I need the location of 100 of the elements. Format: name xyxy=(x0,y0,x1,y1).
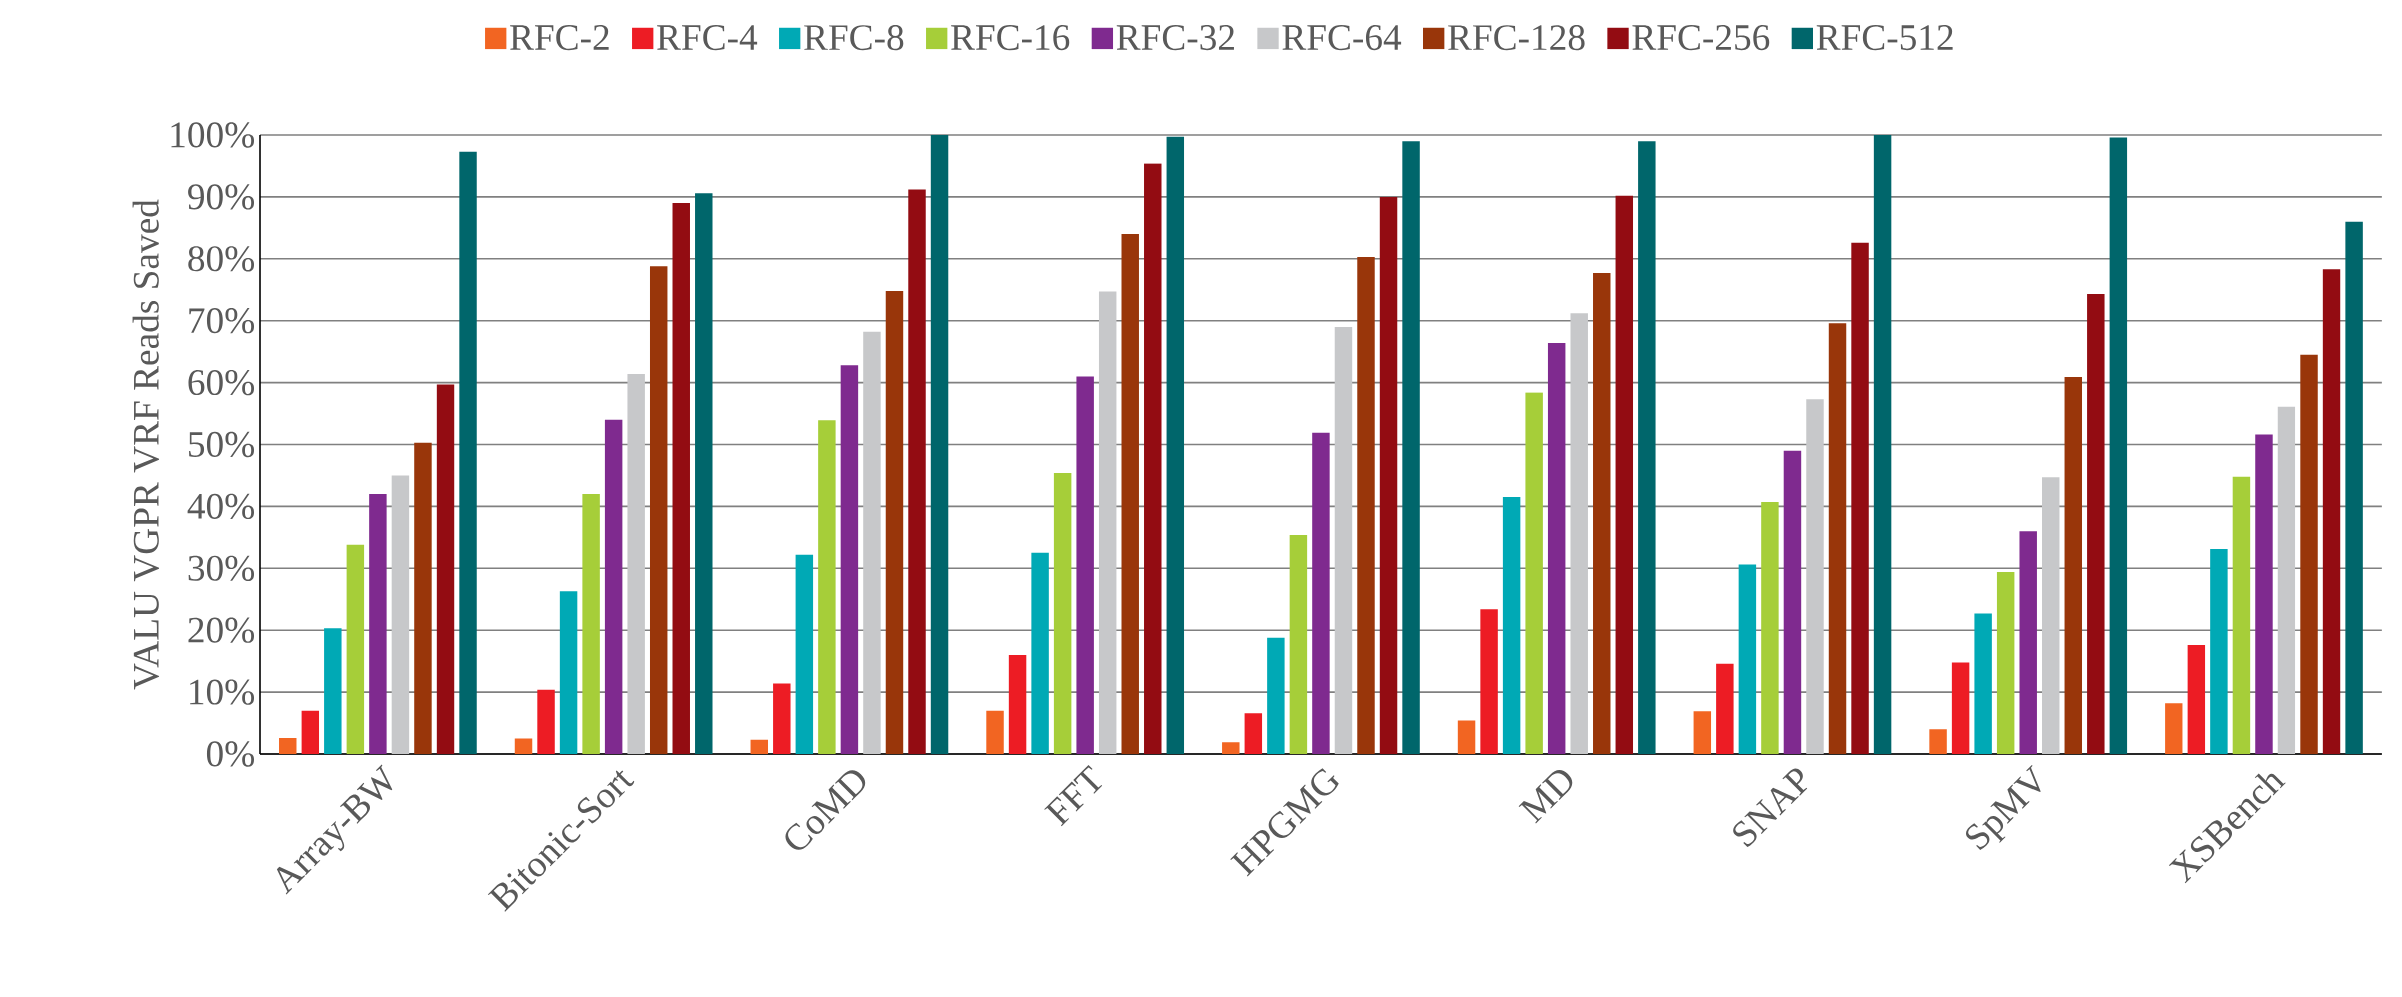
bar xyxy=(2042,477,2060,754)
legend-label: RFC-256 xyxy=(1632,25,1770,51)
bar xyxy=(908,189,926,754)
bar xyxy=(1761,502,1779,754)
bar xyxy=(324,628,342,754)
bar xyxy=(2210,549,2228,754)
bar xyxy=(1951,662,1970,754)
bar xyxy=(2255,434,2273,754)
bar xyxy=(885,290,904,754)
y-tick-label: 90% xyxy=(188,184,255,210)
bar xyxy=(627,373,645,754)
bar xyxy=(840,365,859,754)
y-tick-label: 100% xyxy=(171,122,255,148)
bar xyxy=(1402,141,1420,754)
bar xyxy=(1716,663,1734,754)
bar xyxy=(1267,637,1285,754)
legend-label: RFC-128 xyxy=(1448,25,1585,51)
legend-label: RFC-512 xyxy=(1816,25,1953,51)
y-tick-label: 70% xyxy=(189,308,255,334)
bar xyxy=(1547,342,1566,754)
bar xyxy=(459,151,477,754)
bar xyxy=(2322,269,2341,754)
bar xyxy=(1076,376,1094,754)
bar xyxy=(537,689,555,754)
bar xyxy=(1806,399,1824,754)
legend-label: RFC-8 xyxy=(804,25,904,51)
bar xyxy=(391,475,410,754)
bar xyxy=(1457,720,1476,754)
y-tick-label: 10% xyxy=(190,679,255,705)
bar xyxy=(1525,392,1543,754)
bar xyxy=(1693,711,1712,754)
y-tick-label: 30% xyxy=(188,555,255,581)
y-tick-label: 40% xyxy=(187,493,255,520)
bar xyxy=(695,193,713,754)
bar xyxy=(773,683,791,754)
legend-label: RFC-16 xyxy=(951,25,1070,51)
bar xyxy=(2109,137,2128,754)
bar xyxy=(1873,135,1892,754)
bar xyxy=(2232,476,2251,754)
bar xyxy=(1615,195,1634,754)
bar xyxy=(2064,377,2083,754)
bar xyxy=(1738,564,1757,754)
bar xyxy=(1289,534,1308,754)
legend-label: RFC-2 xyxy=(510,25,609,51)
x-tick-label: FFT xyxy=(1044,764,1103,827)
bar xyxy=(1144,163,1162,754)
y-tick-label: 20% xyxy=(188,617,255,643)
y-tick-label: 0% xyxy=(206,741,255,767)
bar xyxy=(2300,354,2318,754)
bar xyxy=(649,266,668,754)
bar xyxy=(301,710,320,754)
bar xyxy=(1312,432,1330,754)
bar xyxy=(1121,234,1139,754)
bar xyxy=(436,384,455,754)
bar xyxy=(1008,654,1027,754)
bar xyxy=(1638,141,1656,754)
bar xyxy=(2187,645,2206,754)
y-tick-label: 80% xyxy=(188,246,255,272)
bar xyxy=(1851,242,1869,754)
legend-label: RFC-64 xyxy=(1282,25,1402,51)
bar xyxy=(1222,742,1240,754)
bar xyxy=(582,494,600,754)
bar xyxy=(1379,196,1398,754)
bar xyxy=(369,494,387,754)
x-tick-label: MD xyxy=(1518,769,1573,824)
bar xyxy=(1996,572,2015,754)
bar xyxy=(818,420,836,754)
bar xyxy=(346,544,365,754)
bar xyxy=(2165,703,2183,754)
bar xyxy=(279,737,297,754)
bar xyxy=(672,203,690,754)
bar xyxy=(1357,256,1375,754)
bar xyxy=(559,591,578,754)
bar xyxy=(2087,294,2105,754)
bar xyxy=(1480,609,1498,754)
bar xyxy=(930,135,949,754)
bar xyxy=(795,554,814,754)
bar xyxy=(1570,313,1588,754)
bar xyxy=(1593,273,1611,754)
bar xyxy=(1783,450,1802,754)
bar xyxy=(1098,291,1117,754)
bar xyxy=(1828,323,1847,754)
legend-label: RFC-4 xyxy=(657,25,758,51)
y-axis-title: VALU VGPR VRF Reads Saved xyxy=(132,199,160,690)
bar xyxy=(1974,613,1992,754)
bar xyxy=(750,739,769,754)
bar xyxy=(986,710,1004,754)
bar xyxy=(604,419,623,754)
bar xyxy=(514,738,533,754)
bar xyxy=(1502,497,1521,754)
bar xyxy=(414,442,432,754)
y-tick-label: 50% xyxy=(189,431,255,458)
bar xyxy=(1031,552,1049,754)
bar xyxy=(1053,472,1072,754)
bar xyxy=(1334,326,1353,754)
y-tick-label: 60% xyxy=(188,369,255,396)
bar xyxy=(1244,713,1263,754)
bar xyxy=(863,331,881,754)
bar xyxy=(2277,406,2296,754)
bar xyxy=(1166,136,1185,754)
